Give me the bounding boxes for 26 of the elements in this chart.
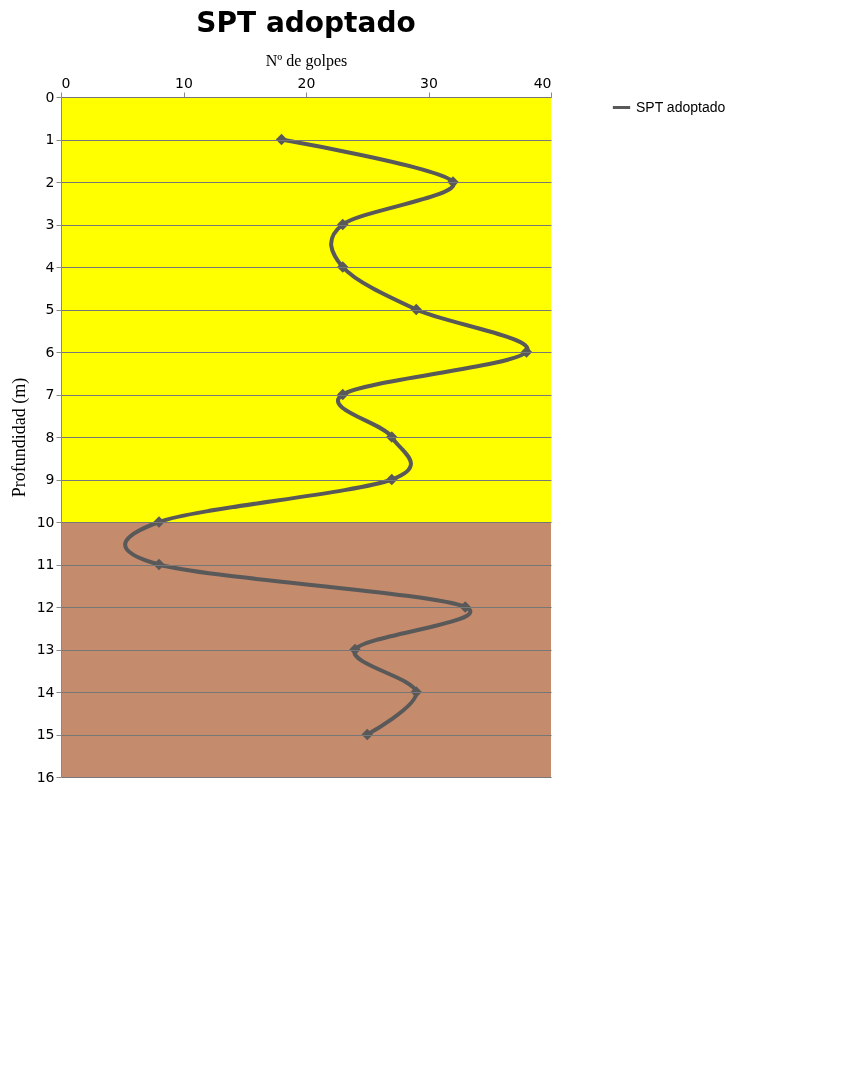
- x-tick-label: 20: [297, 74, 316, 91]
- y-tick-label: 10: [36, 513, 55, 530]
- y-tick-label: 3: [45, 216, 55, 232]
- y-tick-label: 5: [45, 301, 55, 317]
- x-tick-label: 30: [420, 74, 438, 91]
- y-tick-label: 2: [45, 173, 55, 190]
- y-tick-label: 12: [36, 598, 55, 615]
- legend-label: SPT adoptado: [636, 98, 726, 115]
- y-tick-label: 4: [45, 258, 55, 275]
- y-tick-label: 15: [36, 726, 55, 742]
- y-axis-title: Profundidad (m): [8, 377, 30, 498]
- y-tick-label: 11: [36, 556, 55, 572]
- x-tick-label: 0: [61, 74, 71, 91]
- y-tick-label: 0: [45, 88, 55, 105]
- x-tick-label: 40: [533, 74, 552, 91]
- y-tick-label: 14: [36, 683, 55, 700]
- chart-title: SPT adoptado: [196, 6, 416, 39]
- y-tick-label: 9: [45, 471, 55, 487]
- y-tick-label: 16: [36, 768, 55, 785]
- y-tick-label: 8: [45, 428, 55, 445]
- y-tick-label: 13: [36, 641, 55, 657]
- y-tick-label: 1: [45, 131, 55, 147]
- y-tick-label: 6: [45, 343, 55, 360]
- x-axis-title: Nº de golpes: [265, 51, 348, 70]
- y-tick-label: 7: [45, 386, 55, 402]
- x-tick-label: 10: [175, 74, 193, 91]
